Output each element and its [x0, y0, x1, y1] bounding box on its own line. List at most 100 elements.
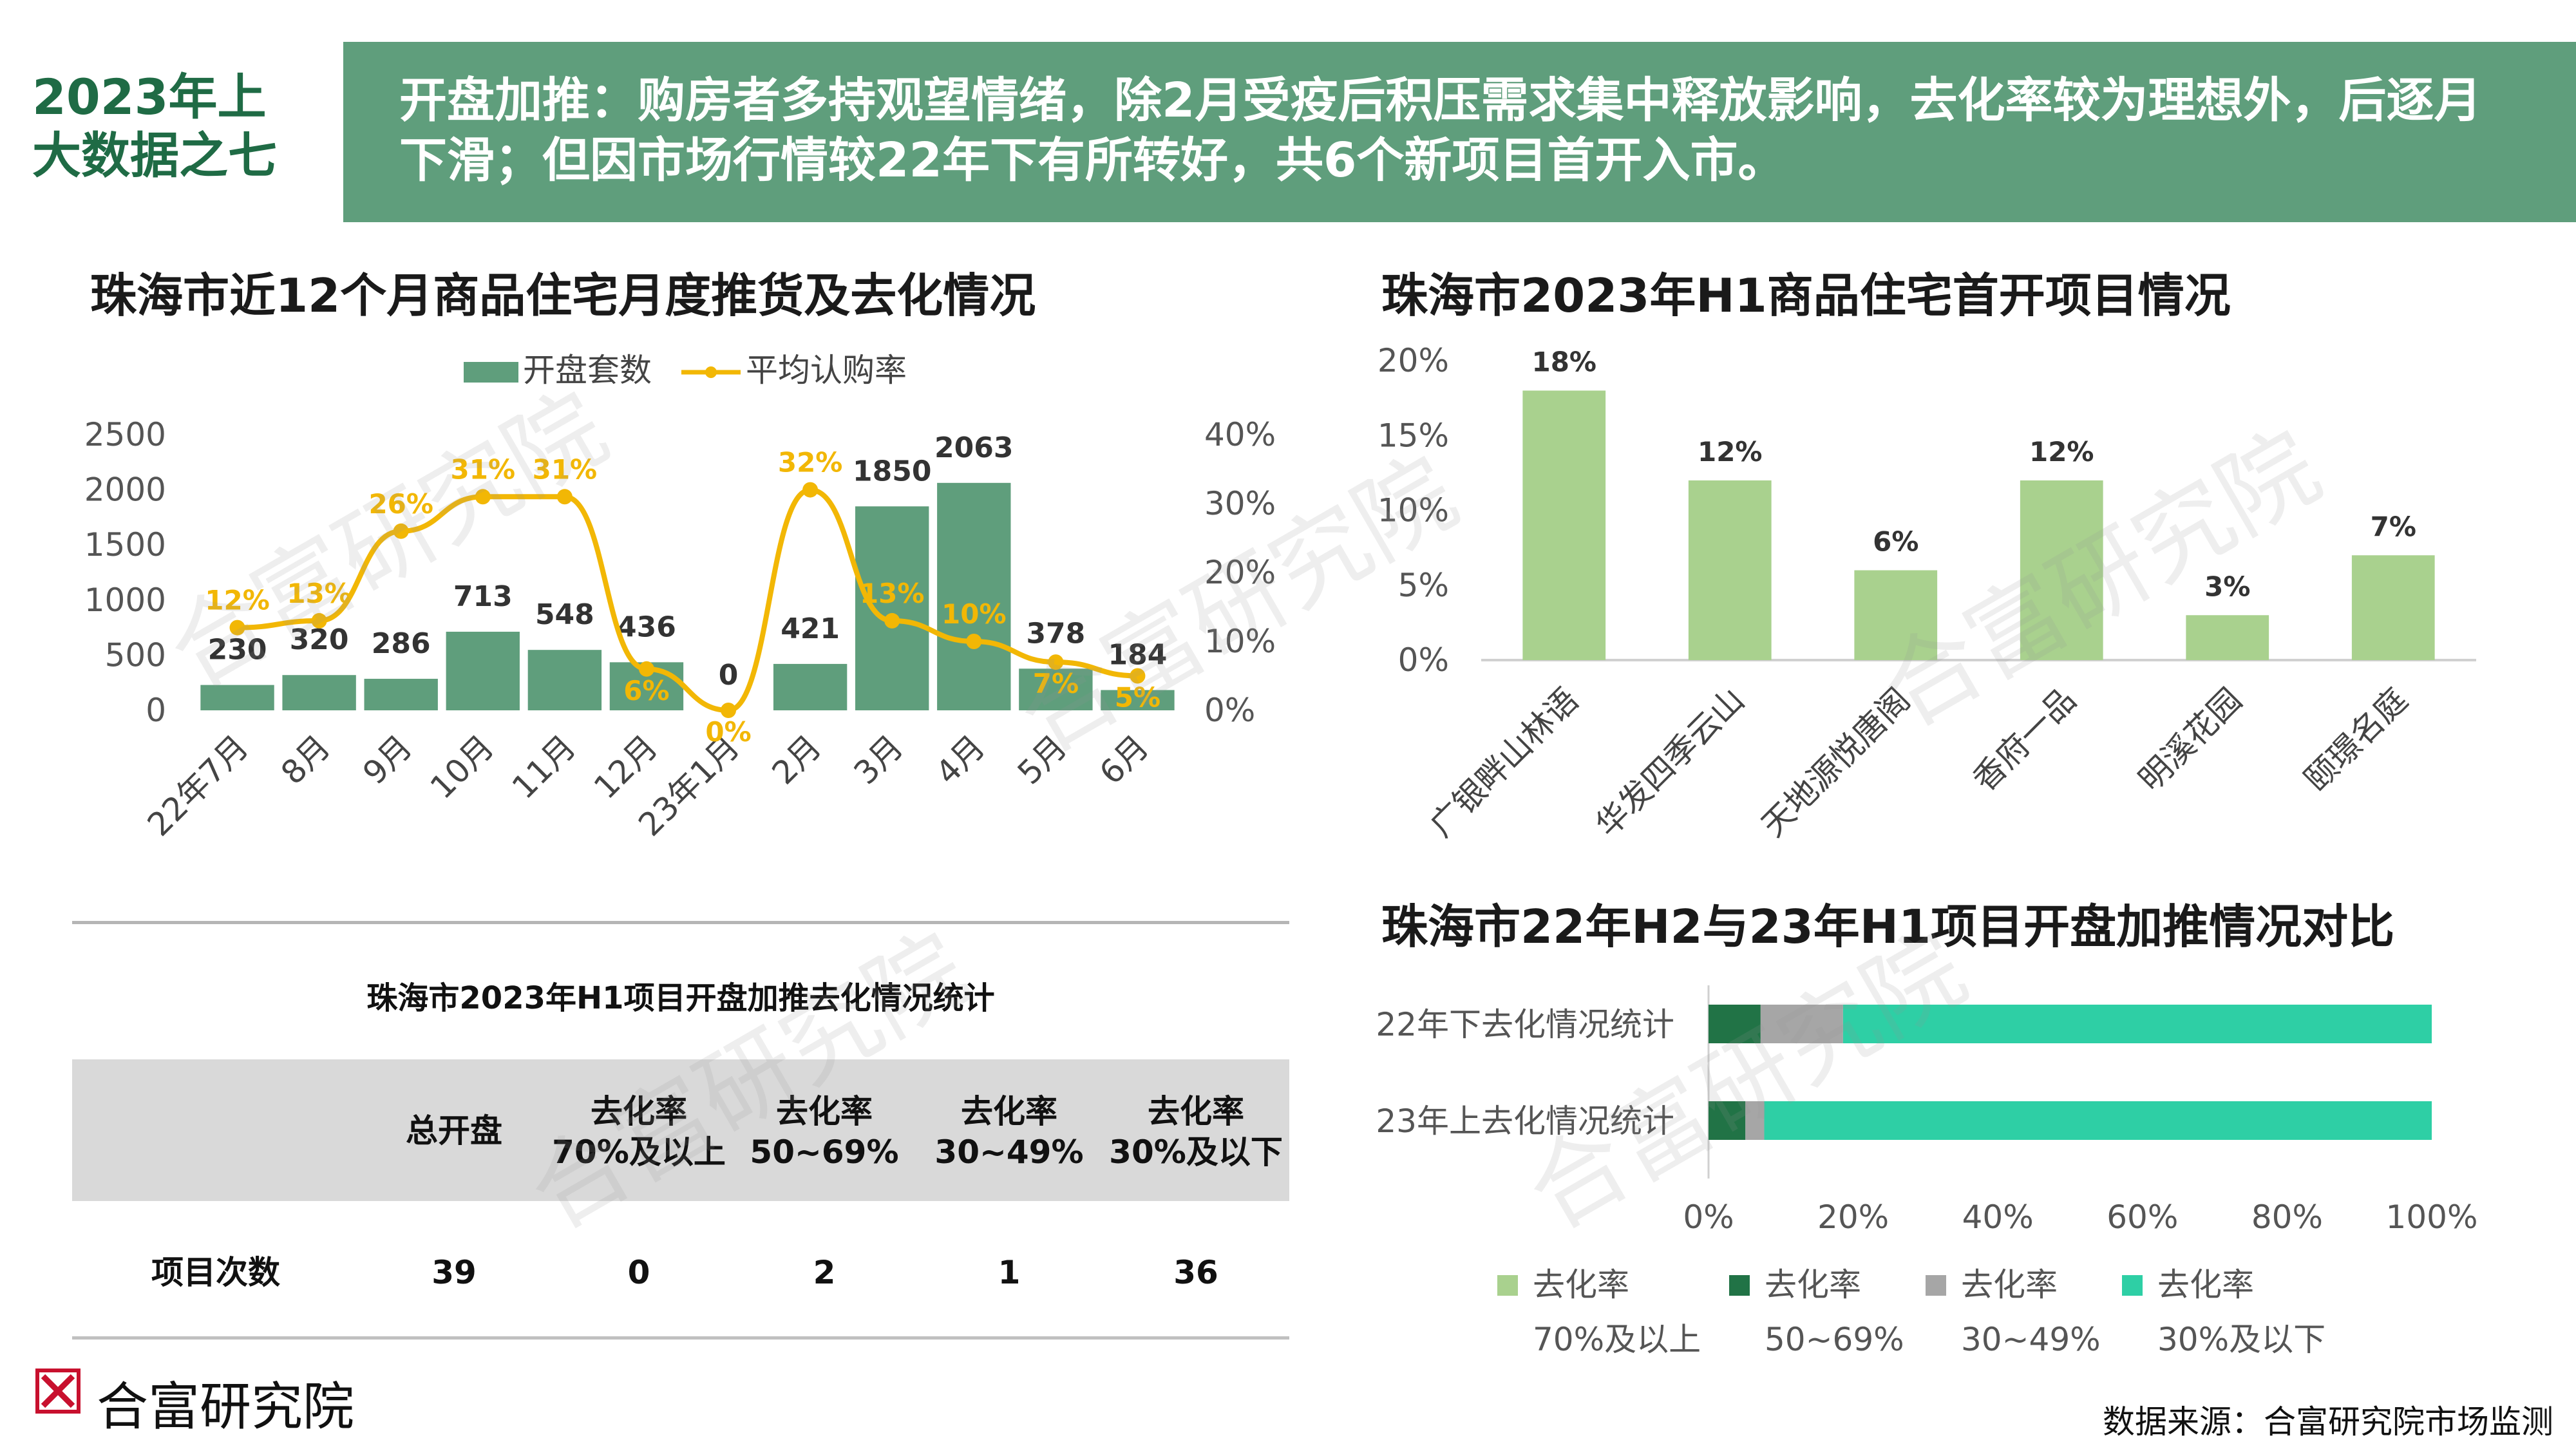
bar-value-label: 0 — [719, 659, 739, 692]
legend-marker-line — [705, 366, 717, 378]
y-tick-label: 5% — [1398, 567, 1449, 604]
category-label: 22年下去化情况统计 — [1376, 1006, 1674, 1043]
bar — [1688, 480, 1772, 660]
header-label: 2023年上 大数据之七 — [32, 68, 309, 185]
table-bottom-rule — [72, 1336, 1289, 1340]
line-point — [1048, 654, 1064, 670]
y-tick-label: 0 — [146, 692, 166, 729]
stacked-bar-segment — [1842, 1005, 2432, 1043]
line-point — [721, 703, 737, 718]
stacked-bar-segment — [1764, 1101, 2432, 1140]
y-tick-label: 15% — [1378, 417, 1449, 454]
x-tick-label: 20% — [1817, 1198, 1889, 1236]
line-value-label: 31% — [533, 453, 598, 485]
table-cell: 0 — [627, 1254, 650, 1291]
bar — [364, 679, 438, 710]
legend-label: 去化率 — [1533, 1266, 1629, 1303]
header-summary-line2: 下滑；但因市场行情较22年下有所转好，共6个新项目首开入市。 — [399, 132, 1786, 188]
bar-value-label: 18% — [1531, 346, 1596, 378]
legend-label: 70%及以上 — [1533, 1321, 1701, 1358]
x-tick-label: 9月 — [355, 728, 419, 791]
x-tick-label: 8月 — [274, 728, 337, 791]
y-tick-label: 500 — [105, 636, 166, 674]
table-cell: 2 — [813, 1254, 836, 1291]
line-value-label: 32% — [778, 447, 843, 478]
first-open-projects-chart: 20% 15% 10% 5% 0% 18% 12% 6% 12% 3% 7% 广银畔山林语 华发四季云山… — [1378, 342, 2476, 844]
line-value-label: 26% — [368, 488, 433, 520]
table-header-subcell: 30%及以下 — [1109, 1133, 1283, 1171]
line-value-label: 12% — [205, 585, 270, 616]
line-point — [229, 620, 245, 636]
legend-swatch — [2122, 1275, 2143, 1296]
x-tick-label: 0% — [1683, 1198, 1734, 1236]
bar-value-label: 378 — [1026, 617, 1085, 650]
bar — [937, 482, 1011, 710]
x-tick-label: 天地源悦唐阁 — [1754, 681, 1917, 844]
legend-label: 去化率 — [1765, 1266, 1861, 1303]
legend-swatch — [1497, 1275, 1518, 1296]
line-point — [393, 523, 409, 539]
x-tick-label: 颐璟名庭 — [2297, 681, 2414, 798]
monthly-supply-chart: 开盘套数 平均认购率 2500 2000 1500 1000 500 0 40% 30% 20% 10… — [84, 352, 1276, 844]
bar-value-label: 713 — [453, 580, 513, 613]
bar — [855, 506, 929, 710]
table-header-row — [72, 1059, 1289, 1201]
y-tick-label: 20% — [1378, 342, 1449, 379]
x-tick-label: 80% — [2251, 1198, 2323, 1236]
x-tick-label: 2月 — [765, 728, 829, 791]
bar-value-label: 7% — [2371, 511, 2416, 542]
bar — [1854, 570, 1938, 660]
table-header-subcell: 50~69% — [750, 1133, 899, 1171]
x-tick-label: 明溪花园 — [2132, 681, 2249, 798]
table-header-cell: 总开盘 — [406, 1112, 502, 1150]
x-tick-label: 22年7月 — [140, 728, 256, 843]
y-tick-label: 0% — [1398, 641, 1449, 679]
header-summary-line1: 开盘加推：购房者多持观望情绪，除2月受疫后积压需求集中释放影响，去化率较为理想外… — [399, 73, 2482, 128]
bar — [1101, 690, 1175, 710]
table-header-subcell: 70%及以上 — [552, 1133, 726, 1171]
bar — [1522, 390, 1606, 660]
table-header-subcell: 30~49% — [934, 1133, 1084, 1171]
comparison-chart-title: 珠海市22年H2与23年H1项目开盘加推情况对比 — [1381, 900, 2395, 954]
line-point — [638, 661, 654, 677]
monthly-chart-title: 珠海市近12个月商品住宅月度推货及去化情况 — [90, 269, 1036, 323]
bar — [282, 675, 356, 710]
stacked-bar-segment — [1760, 1005, 1843, 1043]
y2-tick-label: 20% — [1204, 554, 1276, 591]
table-cell: 1 — [998, 1254, 1021, 1291]
legend-label-line: 平均认购率 — [746, 352, 907, 389]
legend-label: 30%及以下 — [2157, 1321, 2325, 1358]
table-header-cell: 去化率 70%及以上 — [542, 1092, 735, 1172]
y-tick-label: 2000 — [84, 471, 166, 509]
x-tick-label: 3月 — [847, 728, 911, 791]
stacked-bar-segment — [1709, 1101, 1746, 1140]
legend-label: 去化率 — [1961, 1266, 2058, 1303]
legend-label: 50~69% — [1765, 1321, 1904, 1358]
bar-value-label: 230 — [208, 634, 267, 667]
data-source: 数据来源：合富研究院市场监测 — [2103, 1403, 2553, 1441]
bar-value-label: 286 — [372, 627, 431, 660]
legend-label: 去化率 — [2157, 1266, 2254, 1303]
legend-swatch — [1926, 1275, 1946, 1296]
legend-swatch — [1729, 1275, 1750, 1296]
line-value-label: 5% — [1115, 682, 1160, 714]
header-label-line1: 2023年上 — [32, 68, 267, 126]
x-tick-label: 4月 — [929, 728, 992, 791]
y-tick-label: 2500 — [84, 416, 166, 453]
line-value-label: 0% — [705, 716, 751, 748]
bar-value-label: 3% — [2204, 571, 2250, 602]
x-tick-label: 100% — [2386, 1198, 2478, 1236]
bar-value-label: 12% — [1698, 436, 1763, 468]
line-point — [802, 482, 819, 498]
legend-label: 30~49% — [1961, 1321, 2101, 1358]
y-tick-label: 1500 — [84, 526, 166, 564]
bar — [1019, 668, 1093, 710]
legend-swatch-bar — [464, 362, 518, 383]
stacked-bar-segment — [1709, 1005, 1761, 1043]
line-value-label: 13% — [287, 578, 352, 609]
y2-tick-label: 0% — [1204, 692, 1255, 729]
bar — [2186, 615, 2269, 660]
header-band — [343, 42, 2576, 222]
header-summary: 开盘加推：购房者多持观望情绪，除2月受疫后积压需求集中释放影响，去化率较为理想外… — [399, 71, 2524, 190]
bar-value-label: 6% — [1873, 526, 1918, 558]
